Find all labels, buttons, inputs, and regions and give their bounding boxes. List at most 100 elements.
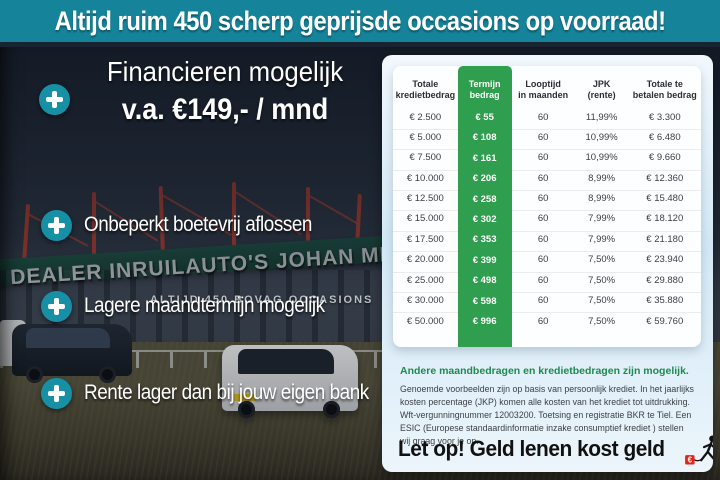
table-cell: 60 [511, 128, 575, 151]
table-cell: € 55 [475, 112, 494, 123]
table-row: € 15.000 € 302 60 7,99% € 18.120 [393, 209, 701, 232]
table-cell: € 29.880 [628, 271, 701, 294]
usp-item: Rente lager dan bij jouw eigen bank [84, 381, 369, 404]
table-cell: € 15.480 [628, 189, 701, 212]
table-row: € 25.000 € 498 60 7,50% € 29.880 [393, 271, 701, 294]
table-cell: € 3.300 [628, 108, 701, 130]
table-cell: 60 [511, 250, 575, 273]
table-row: € 17.500 € 353 60 7,99% € 21.180 [393, 230, 701, 253]
table-cell: 7,99% [574, 209, 629, 232]
column-header: JPK (rente) [587, 78, 616, 100]
financing-title: Financieren mogelijk [106, 56, 344, 87]
table-body: € 2.500 € 55 60 11,99% € 3.300 € 5.000 € 108 60… [393, 108, 701, 332]
table-cell: 7,50% [574, 250, 629, 273]
table-cell: 7,50% [588, 315, 616, 327]
table-row: € 12.500 € 258 60 8,99% € 15.480 [393, 189, 701, 212]
table-cell: € 996 [472, 315, 497, 327]
table-cell: € 302 [472, 213, 497, 225]
disclaimer-text: Genoemde voorbeelden zijn op basis van p… [400, 384, 694, 446]
svg-text:€: € [687, 456, 692, 465]
table-cell: € 258 [472, 193, 497, 205]
banner-text: Altijd ruim 450 scherp geprijsde occasio… [54, 5, 666, 36]
table-cell: € 30.000 [393, 291, 458, 314]
table-cell: € 12.360 [628, 169, 701, 192]
table-cell: € 25.000 [393, 271, 458, 294]
table-cell: € 17.500 [393, 230, 458, 253]
table-cell: 60 [511, 189, 575, 212]
table-cell: 11,99% [574, 108, 629, 130]
table-cell: € 10.000 [393, 169, 458, 192]
plus-icon [41, 210, 72, 241]
table-cell: 7,50% [574, 271, 629, 294]
table-cell: € 598 [472, 295, 497, 307]
table-row: € 30.000 € 598 60 7,50% € 35.880 [393, 291, 701, 314]
table-cell: 60 [511, 230, 575, 253]
table-row: € 20.000 € 399 60 7,50% € 23.940 [393, 250, 701, 273]
table-cell: € 6.480 [628, 128, 701, 151]
finance-table: Totale kredietbedrag Termijn bedrag Looptijd… [393, 66, 701, 347]
table-cell: € 21.180 [628, 230, 701, 253]
table-cell: 60 [511, 148, 575, 171]
table-cell: € 20.000 [393, 250, 458, 273]
table-cell: € 9.660 [628, 148, 701, 171]
table-cell: € 2.500 [393, 108, 458, 130]
column-header: Termijn bedrag [468, 78, 501, 100]
usp-financing: Financieren mogelijk v.a. €149,- / mnd [72, 56, 378, 127]
table-cell: 7,99% [574, 230, 629, 253]
table-cell: 60 [511, 169, 575, 192]
plus-bar [54, 217, 59, 234]
financing-price: v.a. €149,- / mnd [121, 93, 329, 126]
banner-divider [0, 42, 720, 47]
table-cell: € 7.500 [393, 148, 458, 171]
table-cell: 10,99% [574, 148, 629, 171]
plus-bar [54, 385, 59, 402]
table-cell: 7,50% [574, 291, 629, 314]
usp-item: Lagere maandtermijn mogelijk [84, 294, 325, 317]
table-cell: € 59.760 [646, 315, 684, 327]
table-cell: 8,99% [574, 169, 629, 192]
column-header: Totale kredietbedrag [395, 78, 456, 100]
highlighted-column-background [457, 66, 512, 347]
credit-warning-text: Let op! Geld lenen kost geld [398, 436, 665, 461]
credit-warning: Let op! Geld lenen kost geld € [398, 433, 713, 465]
table-row: € 2.500 € 55 60 11,99% € 3.300 [393, 108, 701, 130]
plus-icon [41, 378, 72, 409]
table-row: € 5.000 € 108 60 10,99% € 6.480 [393, 128, 701, 151]
plus-bar [54, 298, 59, 315]
table-cell: € 12.500 [393, 189, 458, 212]
plus-icon [39, 84, 70, 115]
top-banner: Altijd ruim 450 scherp geprijsde occasio… [0, 0, 720, 42]
table-cell: € 5.000 [393, 128, 458, 151]
table-cell: € 353 [472, 234, 497, 246]
finance-table-card: Totale kredietbedrag Termijn bedrag Looptijd… [393, 66, 701, 347]
table-row: € 7.500 € 161 60 10,99% € 9.660 [393, 148, 701, 171]
table-cell: 60 [511, 209, 575, 232]
table-cell: € 35.880 [628, 291, 701, 314]
table-cell: 8,99% [574, 189, 629, 212]
finance-panel: Totale kredietbedrag Termijn bedrag Looptijd… [382, 55, 713, 472]
table-cell: 60 [537, 315, 549, 327]
table-cell: € 399 [472, 254, 497, 266]
geld-lenen-kost-geld-icon: € [684, 435, 713, 465]
table-cell: € 18.120 [628, 209, 701, 232]
disclaimer-heading: Andere maandbedragen en kredietbedragen … [400, 365, 689, 377]
table-cell: 60 [511, 291, 575, 314]
column-header: Totale te betalen bedrag [632, 78, 697, 100]
plus-icon [41, 291, 72, 322]
plus-bar [52, 91, 57, 108]
table-header-row: Totale kredietbedrag Termijn bedrag Looptijd… [393, 66, 701, 108]
usp-item: Onbeperkt boetevrij aflossen [84, 213, 312, 236]
table-cell: 10,99% [574, 128, 629, 151]
table-row: € 10.000 € 206 60 8,99% € 12.360 [393, 169, 701, 192]
table-cell: 60 [511, 271, 575, 294]
table-cell: € 23.940 [628, 250, 701, 273]
table-cell: 60 [511, 108, 575, 130]
table-cell: € 108 [472, 132, 497, 144]
column-header: Looptijd in maanden [518, 78, 569, 100]
table-cell: € 15.000 [393, 209, 458, 232]
table-cell: € 50.000 [406, 315, 444, 327]
table-row: € 50.000 € 996 60 7,50% € 59.760 [393, 312, 701, 332]
table-cell: € 498 [472, 275, 497, 287]
table-cell: € 161 [472, 152, 497, 164]
table-cell: € 206 [472, 173, 497, 185]
